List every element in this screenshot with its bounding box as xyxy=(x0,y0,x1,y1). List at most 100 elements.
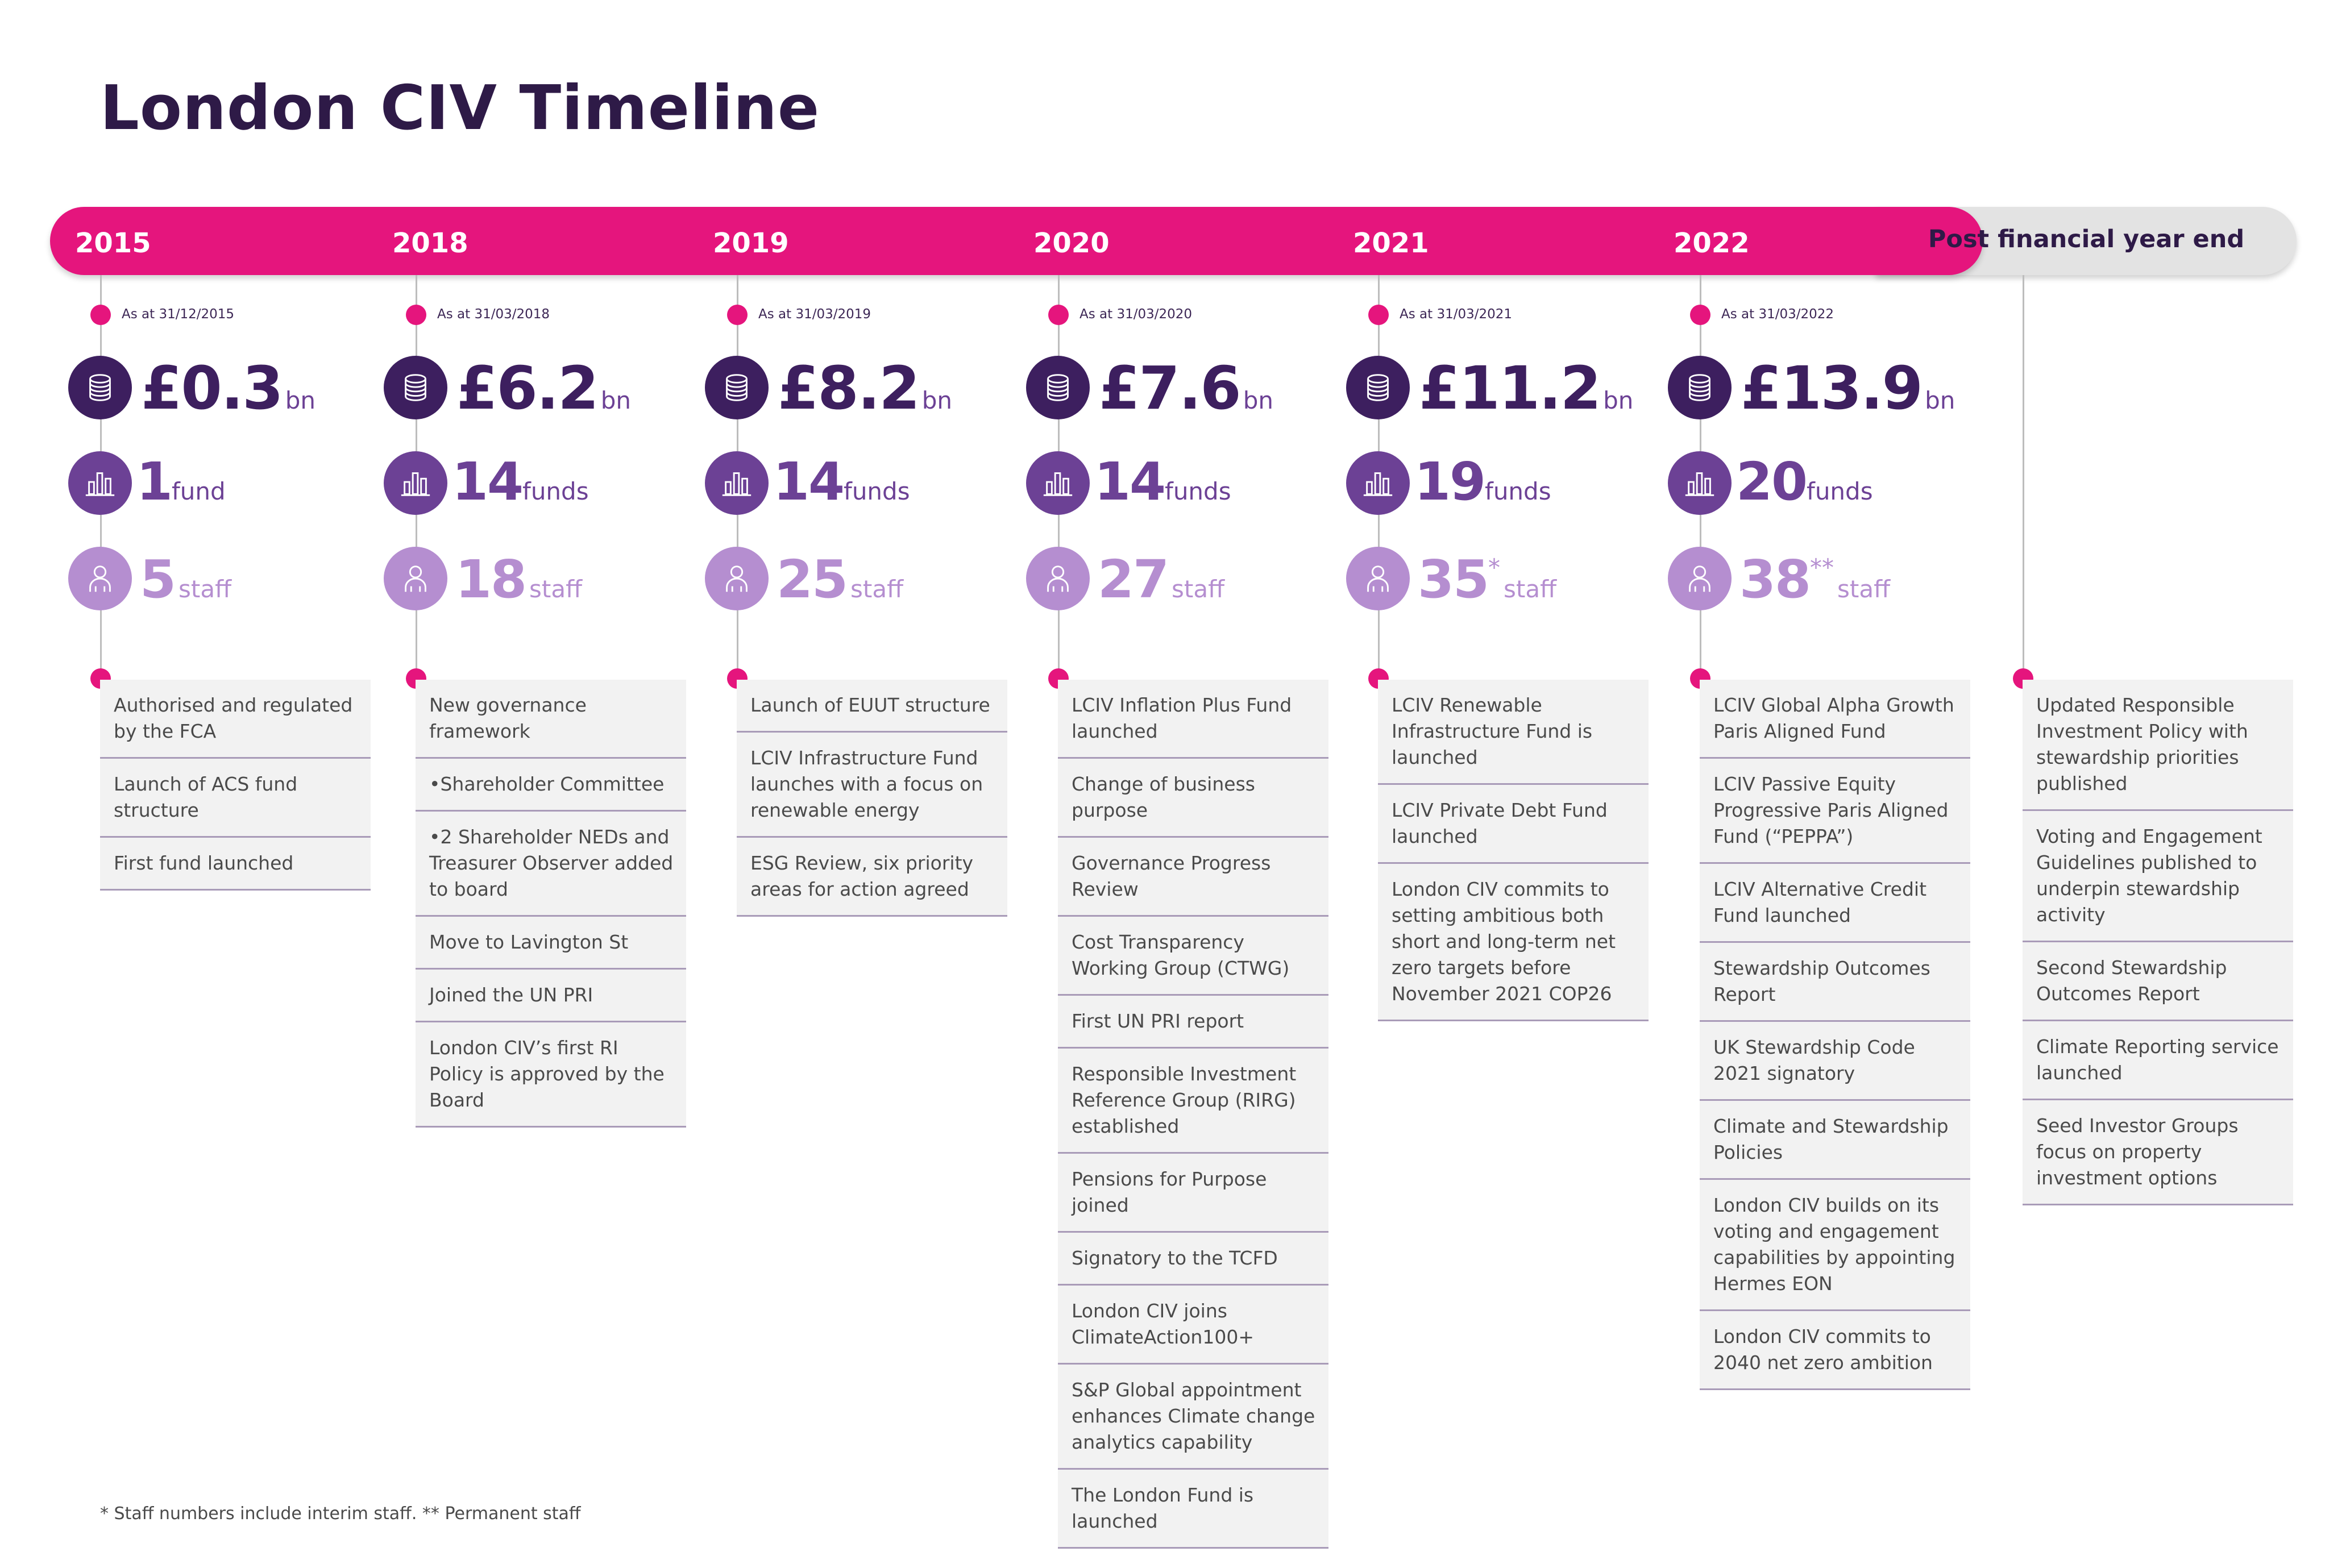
funds-unit: fund xyxy=(172,477,226,505)
aum-unit: bn xyxy=(1603,386,1634,414)
staff-value: 5 xyxy=(140,549,176,610)
milestone-list: LCIV Inflation Plus Fund launched Change … xyxy=(1058,680,1328,1549)
aum-stat: £6.2 bn xyxy=(456,353,631,423)
staff-stat: 25 staff xyxy=(777,549,903,610)
bar-chart-icon xyxy=(705,451,769,515)
post-year-connector xyxy=(2023,275,2024,679)
date-marker-dot xyxy=(1690,305,1710,325)
staff-stat: 27 staff xyxy=(1098,549,1224,610)
list-item: London CIV commits to setting ambitious … xyxy=(1378,864,1649,1021)
list-item: Climate and Stewardship Policies xyxy=(1700,1101,1970,1180)
funds-value: 19 xyxy=(1414,451,1486,512)
bar-chart-icon xyxy=(68,451,132,515)
list-item: LCIV Passive Equity Progressive Paris Al… xyxy=(1700,759,1970,864)
staff-value: 27 xyxy=(1098,549,1169,610)
coins-icon xyxy=(384,356,447,419)
staff-stat: 38**staff xyxy=(1739,549,1890,610)
date-marker-dot xyxy=(1368,305,1389,325)
list-item: •2 Shareholder NEDs and Treasurer Observ… xyxy=(416,812,686,917)
list-item: Launch of ACS fund structure xyxy=(100,759,371,838)
bar-chart-icon xyxy=(384,451,447,515)
coins-icon xyxy=(1026,356,1090,419)
list-item: LCIV Inflation Plus Fund launched xyxy=(1058,680,1328,759)
coins-icon xyxy=(68,356,132,419)
list-item: Signatory to the TCFD xyxy=(1058,1233,1328,1286)
as-at-date: As at 31/03/2018 xyxy=(437,307,550,322)
funds-value: 1 xyxy=(136,451,173,512)
list-item: First UN PRI report xyxy=(1058,996,1328,1049)
post-financial-year-label: Post financial year end xyxy=(1928,225,2245,253)
list-item: •Shareholder Committee xyxy=(416,759,686,812)
staff-unit: staff xyxy=(1504,575,1557,603)
milestone-list: LCIV Renewable Infrastructure Fund is la… xyxy=(1378,680,1649,1021)
bar-chart-icon xyxy=(1668,451,1732,515)
funds-unit: funds xyxy=(1165,477,1231,505)
list-item: S&P Global appointment enhances Climate … xyxy=(1058,1365,1328,1470)
aum-unit: bn xyxy=(285,386,315,414)
person-icon xyxy=(1668,547,1732,610)
bar-chart-icon xyxy=(1346,451,1410,515)
aum-stat: £7.6 bn xyxy=(1099,353,1273,423)
list-item: Pensions for Purpose joined xyxy=(1058,1154,1328,1233)
list-item: LCIV Infrastructure Fund launches with a… xyxy=(737,733,1007,838)
funds-value: 14 xyxy=(773,451,845,512)
funds-unit: funds xyxy=(844,477,910,505)
list-item: Governance Progress Review xyxy=(1058,838,1328,917)
year-label: 2015 xyxy=(75,227,151,259)
aum-value: £13.9 xyxy=(1741,353,1923,423)
page-title: London CIV Timeline xyxy=(100,73,820,144)
aum-value: £6.2 xyxy=(456,353,599,423)
person-icon xyxy=(1026,547,1090,610)
list-item: Launch of EUUT structure xyxy=(737,680,1007,733)
staff-unit: staff xyxy=(1837,575,1891,603)
list-item: Climate Reporting service launched xyxy=(2023,1021,2293,1100)
timeline-bar xyxy=(50,207,1983,275)
list-item: Responsible Investment Reference Group (… xyxy=(1058,1049,1328,1154)
aum-unit: bn xyxy=(600,386,631,414)
aum-value: £8.2 xyxy=(778,353,920,423)
aum-value: £7.6 xyxy=(1099,353,1242,423)
list-item: ESG Review, six priority areas for actio… xyxy=(737,838,1007,917)
person-icon xyxy=(68,547,132,610)
staff-unit: staff xyxy=(529,575,583,603)
list-item: London CIV builds on its voting and enga… xyxy=(1700,1180,1970,1311)
funds-value: 14 xyxy=(1094,451,1166,512)
aum-value: £0.3 xyxy=(141,353,284,423)
milestone-list: LCIV Global Alpha Growth Paris Aligned F… xyxy=(1700,680,1970,1390)
list-item: London CIV joins ClimateAction100+ xyxy=(1058,1286,1328,1365)
year-label: 2022 xyxy=(1674,227,1750,259)
aum-stat: £0.3 bn xyxy=(141,353,315,423)
staff-value: 18 xyxy=(455,549,527,610)
funds-stat: 19funds xyxy=(1414,451,1551,512)
year-label: 2020 xyxy=(1033,227,1110,259)
list-item: First fund launched xyxy=(100,838,371,891)
aum-unit: bn xyxy=(1925,386,1955,414)
year-label: 2019 xyxy=(713,227,789,259)
as-at-date: As at 31/12/2015 xyxy=(122,307,235,322)
list-item: Change of business purpose xyxy=(1058,759,1328,838)
list-item: Voting and Engagement Guidelines publish… xyxy=(2023,811,2293,942)
bar-chart-icon xyxy=(1026,451,1090,515)
milestone-list: New governance framework •Shareholder Com… xyxy=(416,680,686,1128)
funds-stat: 14funds xyxy=(773,451,910,512)
coins-icon xyxy=(1346,356,1410,419)
list-item: Joined the UN PRI xyxy=(416,970,686,1022)
list-item: Updated Responsible Investment Policy wi… xyxy=(2023,680,2293,811)
staff-value: 38 xyxy=(1739,549,1811,610)
funds-unit: funds xyxy=(1485,477,1551,505)
list-item: LCIV Renewable Infrastructure Fund is la… xyxy=(1378,680,1649,785)
list-item: LCIV Private Debt Fund launched xyxy=(1378,785,1649,864)
aum-unit: bn xyxy=(921,386,952,414)
as-at-date: As at 31/03/2022 xyxy=(1721,307,1834,322)
list-item: London CIV’s first RI Policy is approved… xyxy=(416,1022,686,1128)
as-at-date: As at 31/03/2019 xyxy=(758,307,871,322)
staff-stat: 35*staff xyxy=(1418,549,1556,610)
funds-stat: 14funds xyxy=(1094,451,1231,512)
list-item: New governance framework xyxy=(416,680,686,759)
funds-unit: funds xyxy=(1807,477,1873,505)
staff-value: 35 xyxy=(1418,549,1489,610)
list-item: Cost Transparency Working Group (CTWG) xyxy=(1058,917,1328,996)
aum-stat: £11.2 bn xyxy=(1419,353,1633,423)
milestone-list: Authorised and regulated by the FCA Launc… xyxy=(100,680,371,891)
list-item: Seed Investor Groups focus on property i… xyxy=(2023,1100,2293,1205)
